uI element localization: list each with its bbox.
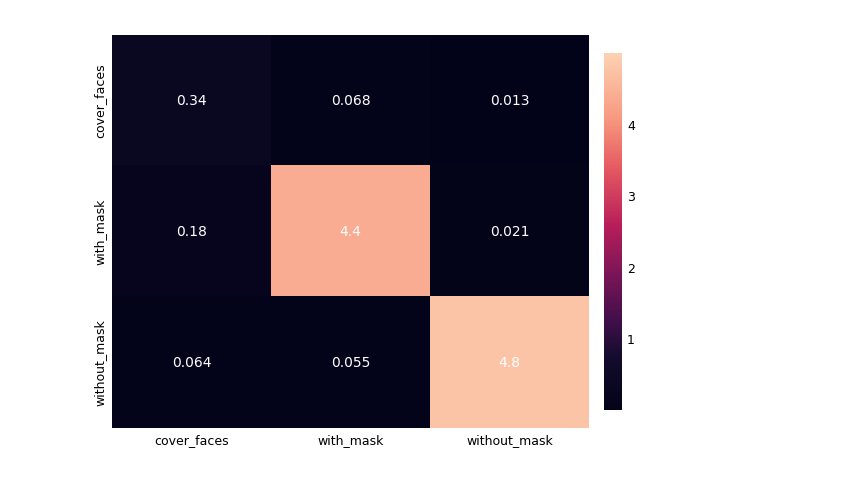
Text: 0.068: 0.068: [331, 94, 371, 108]
Text: 0.34: 0.34: [176, 94, 207, 108]
Text: 0.18: 0.18: [176, 225, 207, 239]
Text: 0.055: 0.055: [331, 356, 371, 370]
Text: 0.021: 0.021: [490, 225, 530, 239]
Text: 0.064: 0.064: [172, 356, 212, 370]
Text: 4.8: 4.8: [499, 356, 520, 370]
Text: 4.4: 4.4: [340, 225, 361, 239]
Text: 0.013: 0.013: [490, 94, 530, 108]
